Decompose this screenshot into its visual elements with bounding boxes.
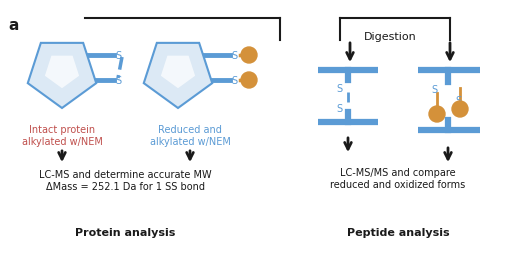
Text: Protein analysis: Protein analysis xyxy=(75,228,175,238)
Text: a: a xyxy=(8,18,18,33)
Circle shape xyxy=(241,72,257,88)
Text: S: S xyxy=(455,96,461,106)
Text: Peptide analysis: Peptide analysis xyxy=(347,228,450,238)
Circle shape xyxy=(452,101,468,117)
Polygon shape xyxy=(144,43,212,108)
Text: Digestion: Digestion xyxy=(364,32,416,42)
Text: S: S xyxy=(115,51,121,61)
Polygon shape xyxy=(161,56,195,88)
Text: LC-MS and determine accurate MW
ΔMass = 252.1 Da for 1 SS bond: LC-MS and determine accurate MW ΔMass = … xyxy=(38,170,211,192)
Text: LC-MS/MS and compare
reduced and oxidized forms: LC-MS/MS and compare reduced and oxidize… xyxy=(330,168,466,189)
Text: Reduced and
alkylated w/NEM: Reduced and alkylated w/NEM xyxy=(150,125,230,147)
Polygon shape xyxy=(45,56,79,88)
Text: S: S xyxy=(431,85,437,95)
Text: S: S xyxy=(336,104,342,114)
Text: Intact protein
alkylated w/NEM: Intact protein alkylated w/NEM xyxy=(22,125,102,147)
Text: S: S xyxy=(336,84,342,94)
Text: S: S xyxy=(231,76,237,86)
Text: S: S xyxy=(115,76,121,86)
Circle shape xyxy=(429,106,445,122)
Circle shape xyxy=(241,47,257,63)
Text: S: S xyxy=(231,51,237,61)
Polygon shape xyxy=(28,43,96,108)
